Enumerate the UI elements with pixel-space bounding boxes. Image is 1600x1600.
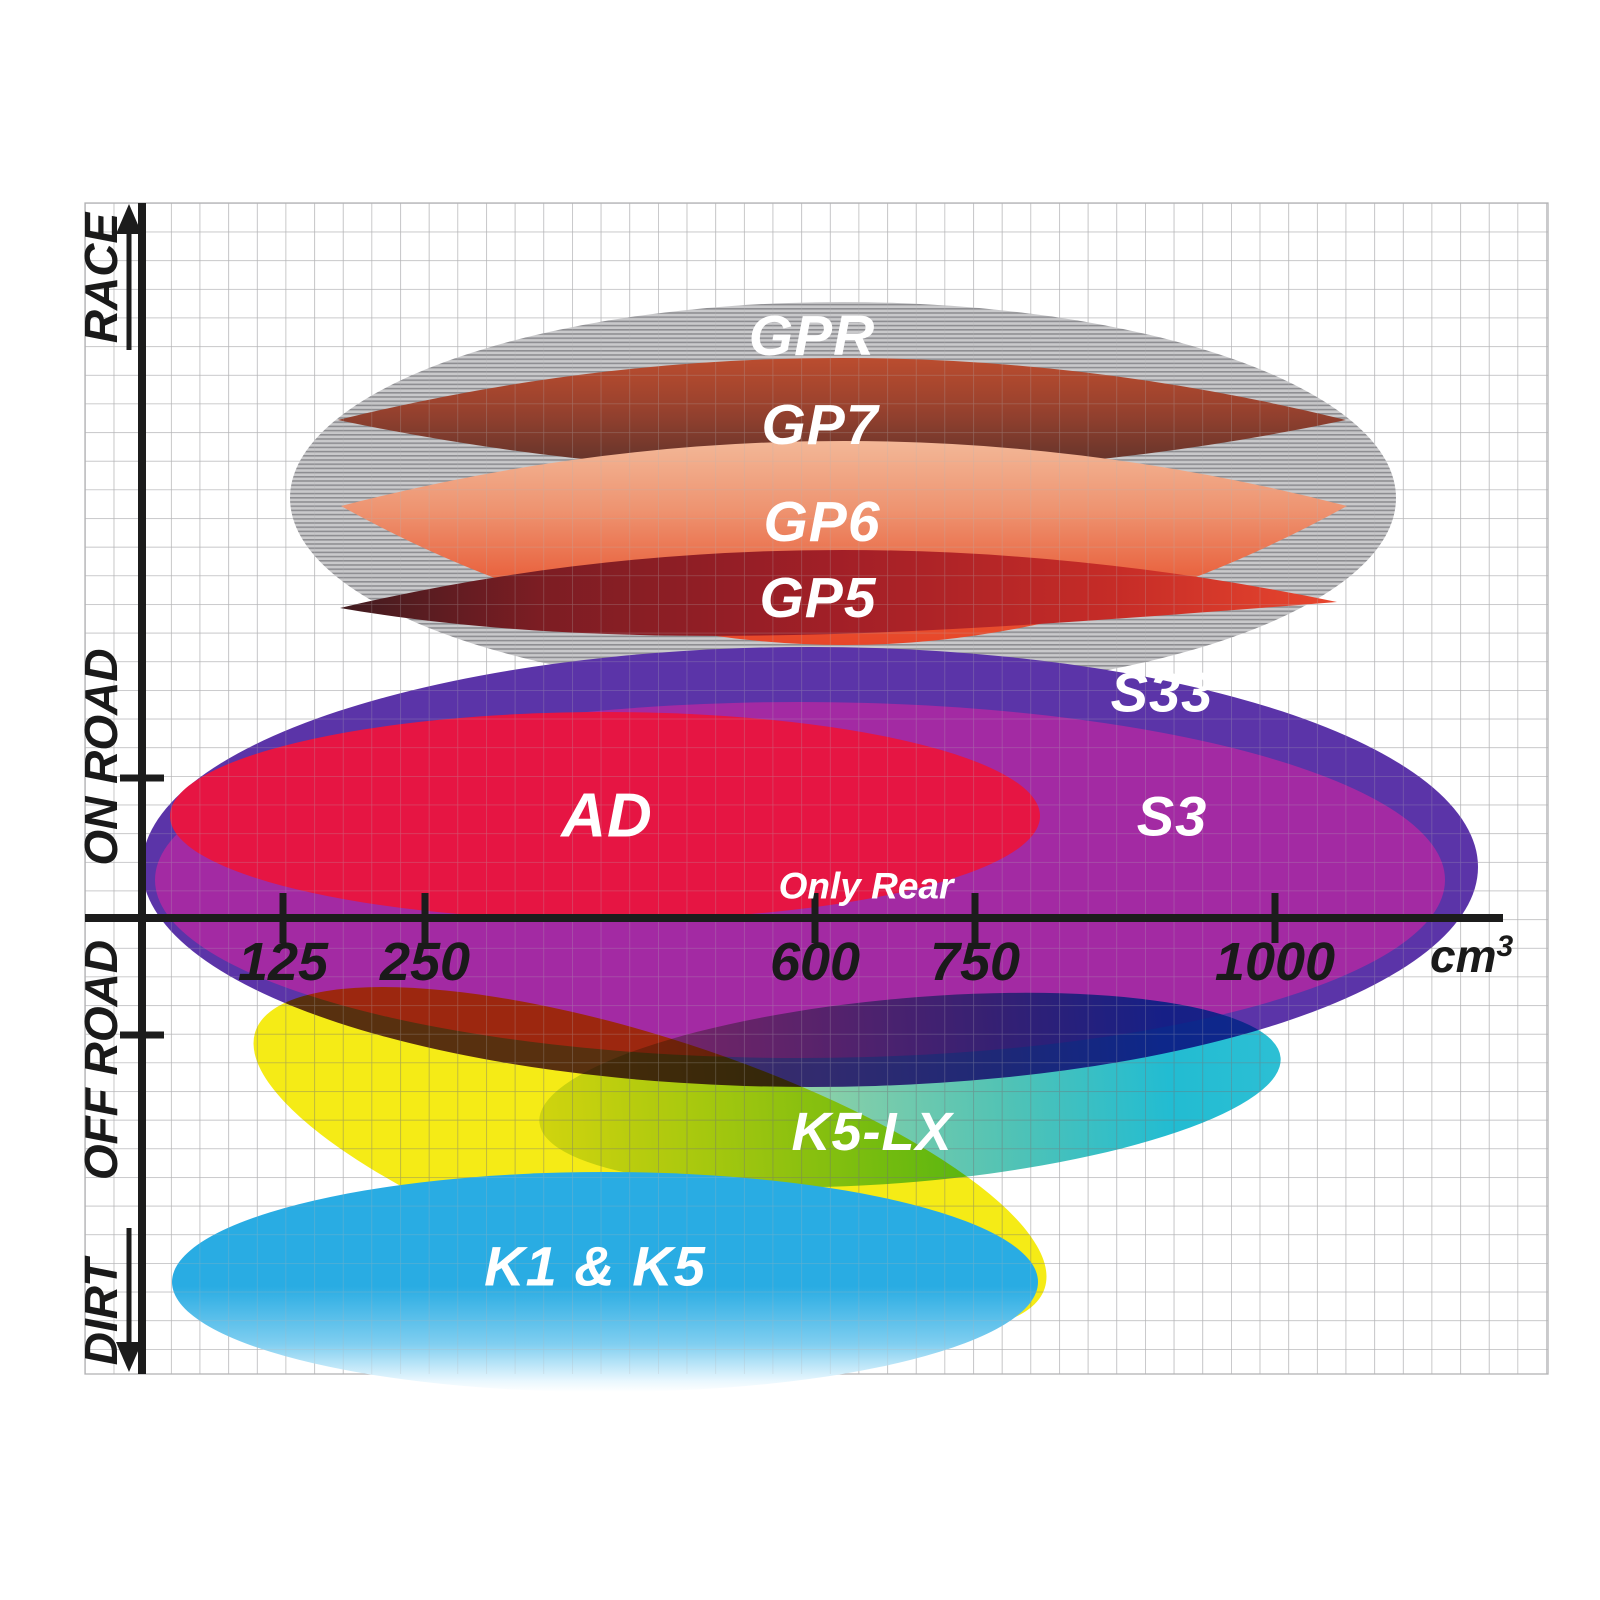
x-label-600: 600	[770, 932, 860, 992]
x-tick-125	[279, 893, 287, 943]
region-label-gp6: GP6	[763, 490, 880, 554]
x-label-250: 250	[379, 932, 470, 992]
y-category-race: RACE	[75, 212, 127, 344]
region-label-s3: S3	[1137, 785, 1208, 848]
x-label-750: 750	[930, 932, 1020, 992]
x-tick-600	[811, 893, 819, 943]
x-axis-unit-cm: cm	[1430, 930, 1496, 982]
dirt-arrow-head	[116, 1342, 142, 1372]
region-label-s33: S33	[1111, 661, 1214, 724]
region-label-k1k5: K1 & K5	[484, 1235, 706, 1298]
grid-overlay	[85, 203, 1548, 1374]
y-category-off-road: OFF ROAD	[75, 940, 127, 1180]
region-label-gp7: GP7	[761, 393, 879, 457]
dirt-arrow-shaft	[126, 1228, 132, 1346]
region-label-gp5: GP5	[759, 566, 876, 630]
region-label-k5lx: K5-LX	[791, 1102, 954, 1162]
axes	[85, 203, 1503, 1374]
y-axis-line	[138, 203, 146, 1374]
region-label-ad: AD	[559, 782, 653, 851]
only-rear-note: Only Rear	[779, 866, 956, 907]
x-tick-1000	[1271, 893, 1279, 943]
y-tick-upper	[120, 774, 164, 782]
x-tick-750	[971, 893, 979, 943]
x-axis-line	[85, 914, 1503, 922]
x-label-1000: 1000	[1215, 932, 1335, 992]
race-arrow-shaft	[126, 218, 132, 350]
race-arrow-head	[116, 204, 142, 234]
x-tick-250	[421, 893, 429, 943]
x-axis-unit: cm3	[1430, 930, 1513, 982]
y-category-on-road: ON ROAD	[75, 648, 127, 865]
y-tick-lower	[120, 1031, 164, 1039]
x-label-125: 125	[238, 932, 329, 992]
region-label-gpr: GPR	[749, 304, 876, 368]
y-category-dirt: DIRT	[75, 1255, 127, 1365]
x-axis-unit-sup: 3	[1496, 930, 1513, 963]
